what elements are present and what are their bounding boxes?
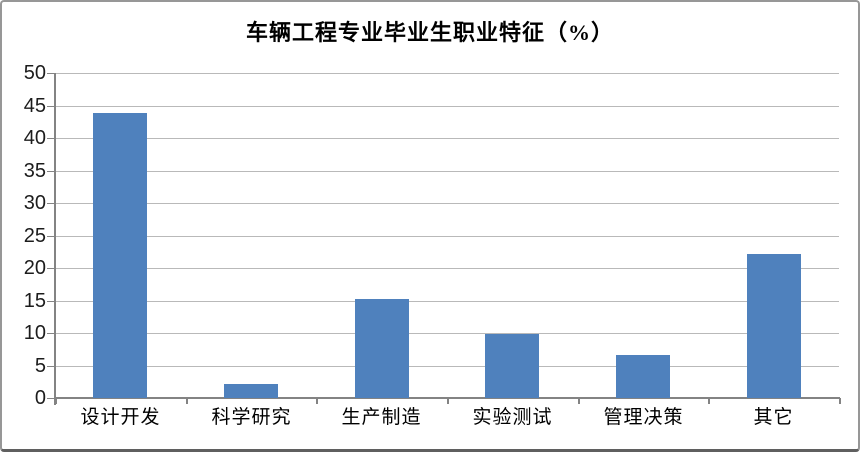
y-axis-tick: [47, 333, 55, 334]
bar-6: [747, 254, 801, 398]
y-axis-label: 0: [34, 387, 46, 409]
y-axis-tick: [47, 73, 55, 74]
x-axis-tick: [316, 398, 318, 404]
bar-4: [485, 334, 539, 398]
y-axis-label: 15: [23, 290, 46, 312]
bar-5: [616, 355, 670, 398]
x-axis-label: 科学研究: [211, 407, 292, 428]
y-gridline: [55, 333, 839, 334]
y-axis-tick: [47, 203, 55, 204]
y-axis-label: 45: [23, 95, 46, 117]
x-axis-label: 管理决策: [603, 407, 684, 428]
y-gridline: [55, 171, 839, 172]
chart-title: 车辆工程专业毕业生职业特征（%）: [245, 20, 614, 45]
x-axis-tick: [578, 398, 580, 404]
x-axis-label: 生产制造: [341, 407, 422, 428]
bar-3: [355, 299, 409, 398]
y-gridline: [55, 236, 839, 237]
y-axis-tick: [47, 301, 55, 302]
x-axis-tick: [839, 398, 841, 404]
y-axis-tick: [47, 236, 55, 237]
y-axis-line: [54, 73, 56, 405]
y-axis-label: 20: [23, 257, 46, 279]
y-axis-label: 35: [23, 160, 46, 182]
y-gridline: [55, 203, 839, 204]
y-axis-tick: [47, 268, 55, 269]
y-axis-tick: [47, 138, 55, 139]
y-axis-label: 50: [23, 62, 46, 84]
x-axis-tick: [55, 398, 57, 404]
bar-2: [224, 384, 278, 398]
y-axis-tick: [47, 171, 55, 172]
y-axis-tick: [47, 106, 55, 107]
y-axis-label: 30: [23, 192, 46, 214]
x-axis-label: 其它: [753, 407, 794, 428]
y-gridline: [55, 301, 839, 302]
y-axis-tick: [47, 398, 55, 399]
bar-1: [93, 113, 147, 398]
y-gridline: [55, 73, 839, 74]
y-axis-label: 10: [23, 322, 46, 344]
y-gridline: [55, 138, 839, 139]
y-gridline: [55, 106, 839, 107]
y-gridline: [55, 366, 839, 367]
x-axis-label: 设计开发: [80, 407, 161, 428]
x-axis-tick: [186, 398, 188, 404]
y-axis-label: 40: [23, 127, 46, 149]
y-axis-tick: [47, 366, 55, 367]
y-axis-label: 25: [23, 225, 46, 247]
x-axis-tick: [708, 398, 710, 404]
y-gridline: [55, 268, 839, 269]
x-axis-label: 实验测试: [472, 407, 553, 428]
y-axis-label: 5: [34, 355, 46, 377]
x-axis-tick: [447, 398, 449, 404]
